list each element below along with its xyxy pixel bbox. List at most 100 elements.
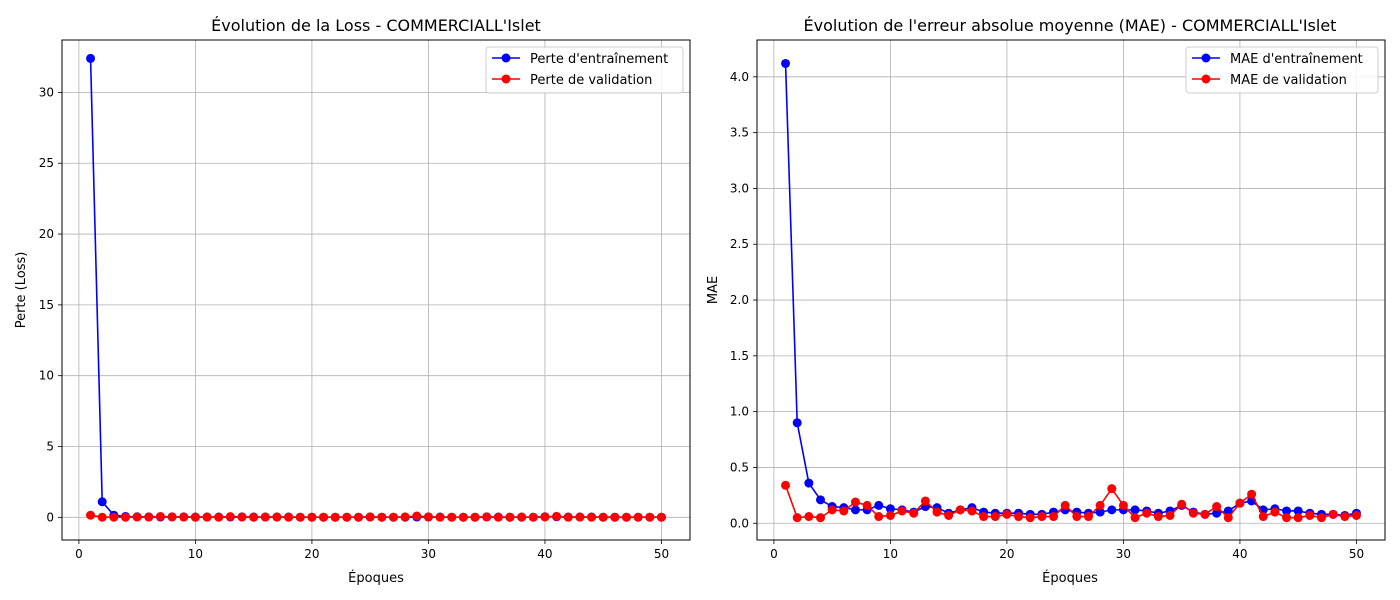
mae-val-point bbox=[955, 505, 965, 515]
mae-train-point bbox=[816, 495, 825, 505]
mae-val-point bbox=[781, 480, 791, 490]
mae-val-point bbox=[1351, 510, 1361, 520]
mae-val-point bbox=[1153, 512, 1163, 522]
mae-val-point bbox=[827, 505, 837, 515]
loss-val-point bbox=[622, 512, 631, 522]
mae-val-point bbox=[862, 500, 872, 510]
loss-legend-val-marker bbox=[501, 74, 511, 84]
loss-y-tick-label: 0 bbox=[46, 510, 54, 524]
mae-val-point bbox=[967, 506, 977, 516]
mae-val-point bbox=[897, 506, 907, 516]
mae-train-point bbox=[1107, 505, 1117, 515]
loss-legend: Perte d'entraînement Perte de validation bbox=[485, 46, 684, 94]
mae-plot-frame bbox=[756, 39, 1386, 541]
mae-val-point bbox=[990, 512, 1000, 522]
loss-x-tick-label: 40 bbox=[537, 547, 552, 561]
mae-legend-val-marker bbox=[1201, 74, 1211, 84]
loss-val-point bbox=[121, 512, 130, 522]
loss-val-point bbox=[540, 512, 550, 522]
loss-chart-title: Évolution de la Loss - COMMERCIALL'Islet bbox=[211, 16, 541, 35]
mae-val-point bbox=[1235, 498, 1245, 508]
loss-val-point bbox=[598, 512, 608, 522]
loss-legend-train-label: Perte d'entraînement bbox=[530, 52, 668, 67]
mae-val-point bbox=[1049, 512, 1059, 522]
mae-val-point bbox=[1107, 484, 1117, 494]
loss-val-point bbox=[225, 512, 235, 522]
loss-val-point bbox=[342, 512, 352, 522]
mae-val-point bbox=[944, 510, 954, 520]
mae-val-point bbox=[792, 513, 802, 523]
mae-val-point bbox=[1002, 509, 1012, 519]
mae-val-point bbox=[1212, 502, 1222, 512]
mae-val-point bbox=[1165, 510, 1175, 520]
loss-val-point bbox=[295, 512, 305, 522]
mae-val-point bbox=[804, 512, 814, 522]
loss-val-point bbox=[167, 512, 177, 522]
loss-train-point bbox=[97, 497, 107, 507]
loss-x-tick-label: 0 bbox=[75, 547, 83, 561]
mae-val-point bbox=[1083, 512, 1093, 522]
loss-val-point bbox=[237, 512, 247, 522]
loss-val-point bbox=[179, 512, 189, 522]
mae-y-tick-label: 2.5 bbox=[730, 237, 749, 251]
loss-val-point bbox=[528, 512, 538, 522]
mae-val-point bbox=[1340, 512, 1350, 522]
mae-val-point bbox=[909, 508, 919, 518]
loss-val-point bbox=[202, 512, 212, 522]
mae-train-point bbox=[1095, 507, 1105, 517]
mae-x-tick-label: 10 bbox=[883, 547, 898, 561]
loss-x-axis-label: Époques bbox=[348, 570, 404, 586]
mae-val-point bbox=[1095, 500, 1105, 510]
mae-val-point bbox=[1142, 508, 1152, 518]
loss-val-point bbox=[645, 512, 655, 522]
loss-val-point bbox=[435, 512, 445, 522]
mae-val-point bbox=[1072, 512, 1082, 522]
loss-val-point bbox=[388, 512, 398, 522]
mae-legend: MAE d'entraînement MAE de validation bbox=[1185, 46, 1379, 94]
loss-legend-box bbox=[485, 46, 684, 94]
mae-val-point bbox=[979, 512, 989, 522]
mae-val-point bbox=[932, 507, 942, 517]
mae-train-point bbox=[781, 58, 791, 68]
mae-val-point bbox=[1305, 510, 1315, 520]
mae-y-tick-label: 2.0 bbox=[730, 293, 749, 307]
loss-val-point bbox=[482, 512, 492, 522]
loss-val-point bbox=[505, 512, 515, 522]
mae-train-point bbox=[1212, 508, 1222, 518]
mae-x-tick-label: 0 bbox=[770, 547, 778, 561]
mae-val-point bbox=[1118, 500, 1128, 510]
loss-val-point bbox=[354, 512, 364, 522]
loss-val-point bbox=[260, 512, 270, 522]
loss-val-point bbox=[412, 511, 422, 521]
loss-val-point bbox=[575, 512, 585, 522]
loss-val-point bbox=[610, 512, 620, 522]
mae-train-point bbox=[1223, 506, 1233, 516]
loss-val-point bbox=[86, 510, 96, 520]
mae-val-point bbox=[1060, 500, 1070, 510]
mae-val-point bbox=[874, 512, 884, 522]
mae-val-point bbox=[1328, 509, 1338, 519]
loss-val-point bbox=[155, 511, 165, 521]
mae-x-tick-label: 50 bbox=[1349, 547, 1364, 561]
loss-x-tick-label: 50 bbox=[654, 547, 669, 561]
loss-train-point bbox=[86, 53, 96, 63]
loss-plot-frame bbox=[61, 39, 691, 541]
mae-val-point bbox=[1037, 512, 1047, 522]
loss-y-tick-label: 15 bbox=[39, 298, 54, 312]
loss-val-point bbox=[214, 512, 224, 522]
loss-val-point bbox=[109, 512, 119, 522]
loss-val-point bbox=[587, 512, 597, 522]
loss-y-tick-label: 5 bbox=[46, 440, 54, 454]
mae-x-tick-label: 20 bbox=[999, 547, 1014, 561]
mae-train-point bbox=[792, 418, 802, 428]
mae-legend-box bbox=[1185, 46, 1379, 94]
mae-train-point bbox=[1282, 506, 1292, 516]
mae-train-point bbox=[885, 504, 895, 514]
mae-val-point bbox=[1270, 507, 1280, 517]
mae-train-point bbox=[804, 478, 814, 488]
mae-val-point bbox=[816, 513, 825, 523]
loss-val-point bbox=[319, 512, 329, 522]
loss-x-tick-label: 20 bbox=[304, 547, 319, 561]
loss-val-point bbox=[458, 512, 468, 522]
